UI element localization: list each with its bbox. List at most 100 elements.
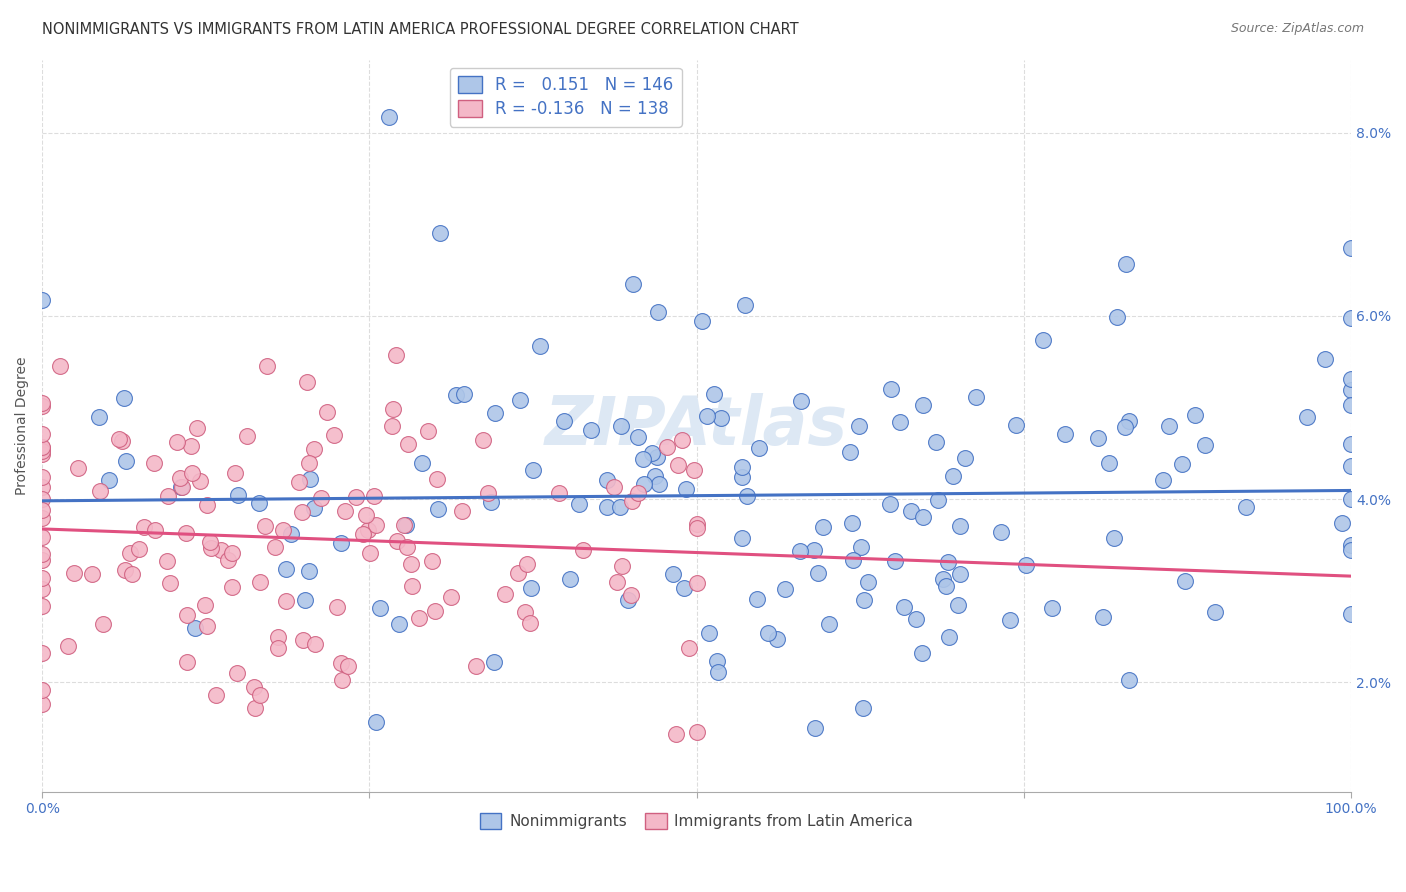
- Point: [1174, 574, 1197, 588]
- Point: [31, 683, 53, 698]
- Point: [31, 553, 53, 567]
- Point: [803, 543, 825, 558]
- Point: [401, 579, 423, 593]
- Point: [381, 419, 404, 434]
- Point: [807, 566, 830, 580]
- Point: [626, 429, 648, 443]
- Point: [766, 632, 789, 646]
- Point: [115, 454, 138, 468]
- Point: [31, 530, 53, 544]
- Point: [1340, 241, 1362, 255]
- Point: [1204, 605, 1226, 619]
- Point: [354, 508, 377, 522]
- Point: [425, 604, 447, 618]
- Point: [396, 436, 419, 450]
- Point: [274, 593, 297, 607]
- Point: [596, 473, 619, 487]
- Point: [112, 391, 135, 405]
- Point: [1340, 311, 1362, 326]
- Point: [114, 563, 136, 577]
- Point: [253, 519, 276, 533]
- Point: [853, 592, 876, 607]
- Point: [31, 582, 53, 597]
- Point: [169, 470, 191, 484]
- Point: [49, 359, 72, 374]
- Point: [1340, 372, 1362, 386]
- Point: [731, 459, 754, 474]
- Point: [31, 399, 53, 413]
- Point: [789, 543, 811, 558]
- Point: [132, 520, 155, 534]
- Point: [292, 633, 315, 648]
- Point: [685, 724, 707, 739]
- Point: [953, 450, 976, 465]
- Point: [326, 599, 349, 614]
- Point: [31, 441, 53, 455]
- Point: [931, 573, 953, 587]
- Point: [911, 646, 934, 660]
- Point: [773, 582, 796, 596]
- Point: [1040, 601, 1063, 615]
- Point: [479, 495, 502, 509]
- Point: [111, 434, 134, 448]
- Point: [520, 581, 543, 595]
- Point: [67, 461, 90, 475]
- Point: [1340, 538, 1362, 552]
- Point: [120, 546, 142, 560]
- Point: [1098, 456, 1121, 470]
- Point: [302, 442, 325, 456]
- Point: [672, 581, 695, 595]
- Point: [31, 547, 53, 561]
- Point: [856, 575, 879, 590]
- Point: [31, 599, 53, 613]
- Point: [911, 509, 934, 524]
- Point: [31, 441, 53, 455]
- Point: [818, 616, 841, 631]
- Y-axis label: Professional Degree: Professional Degree: [15, 357, 30, 495]
- Point: [337, 659, 360, 673]
- Point: [1340, 492, 1362, 507]
- Point: [1092, 610, 1115, 624]
- Point: [411, 456, 433, 470]
- Point: [665, 727, 688, 741]
- Point: [89, 484, 111, 499]
- Point: [494, 587, 516, 601]
- Point: [612, 558, 634, 573]
- Text: Source: ZipAtlas.com: Source: ZipAtlas.com: [1230, 22, 1364, 36]
- Point: [685, 521, 707, 535]
- Point: [399, 557, 422, 571]
- Point: [745, 591, 768, 606]
- Point: [280, 527, 302, 541]
- Point: [925, 434, 948, 449]
- Point: [108, 432, 131, 446]
- Point: [1184, 409, 1206, 423]
- Point: [156, 489, 179, 503]
- Point: [1087, 431, 1109, 445]
- Point: [678, 640, 700, 655]
- Point: [696, 409, 718, 423]
- Point: [662, 566, 685, 581]
- Point: [748, 442, 770, 456]
- Point: [352, 527, 374, 541]
- Point: [188, 474, 211, 488]
- Point: [811, 520, 834, 534]
- Legend: Nonimmigrants, Immigrants from Latin America: Nonimmigrants, Immigrants from Latin Ame…: [474, 807, 920, 836]
- Point: [900, 504, 922, 518]
- Point: [1340, 543, 1362, 558]
- Point: [703, 387, 725, 401]
- Point: [949, 566, 972, 581]
- Point: [912, 398, 935, 412]
- Point: [309, 491, 332, 505]
- Point: [247, 496, 270, 510]
- Point: [385, 348, 408, 362]
- Point: [184, 621, 207, 635]
- Point: [852, 701, 875, 715]
- Point: [429, 226, 451, 240]
- Point: [143, 456, 166, 470]
- Point: [378, 110, 401, 124]
- Point: [880, 382, 903, 396]
- Point: [849, 540, 872, 554]
- Point: [513, 605, 536, 619]
- Point: [304, 637, 326, 651]
- Point: [359, 545, 381, 559]
